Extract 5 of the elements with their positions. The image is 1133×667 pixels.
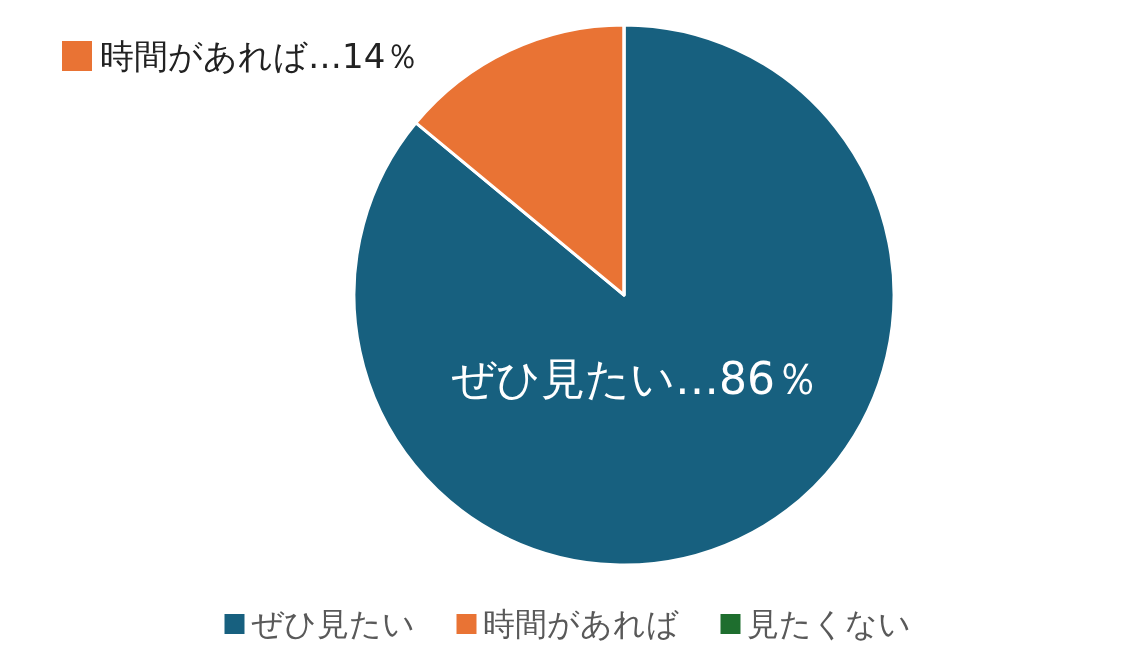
data-label: ぜひ見たい…86％: [451, 352, 819, 404]
data-label: 時間があれば…14％: [100, 36, 420, 76]
legend-label: 時間があれば: [482, 605, 679, 643]
legend-label: ぜひ見たい: [250, 605, 415, 643]
legend-label: 見たくない: [746, 605, 911, 643]
